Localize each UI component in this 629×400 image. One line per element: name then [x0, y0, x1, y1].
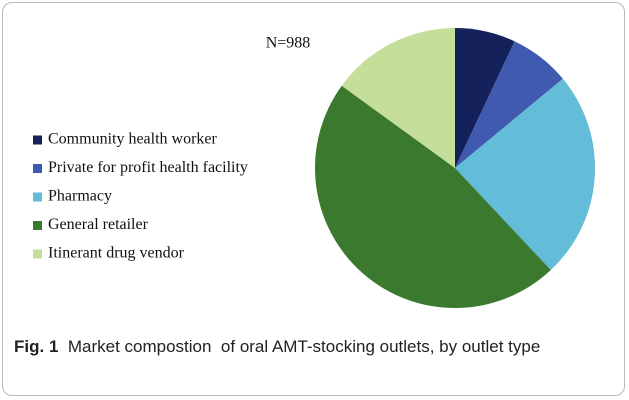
pie-slice [455, 41, 563, 168]
legend-swatch [33, 221, 42, 230]
pie-slice [341, 28, 455, 168]
legend-swatch [33, 249, 42, 259]
pie-slice [314, 85, 551, 309]
legend-swatch [33, 135, 42, 145]
pie-slice [455, 28, 515, 168]
legend-label: Pharmacy [48, 188, 112, 205]
chart: N=988 Community health worker Private for… [33, 28, 595, 309]
legend-label: Community health worker [48, 131, 218, 148]
caption: Fig. 1 Market compostion of oral AMT-sto… [14, 335, 574, 359]
legend-swatch [33, 192, 42, 202]
pie-slice [455, 78, 595, 271]
legend-label: Private for profit health facility [48, 159, 248, 176]
legend-swatch [33, 164, 42, 173]
chart-title: N=988 [266, 35, 311, 52]
legend-label: Itinerant drug vendor [48, 245, 185, 262]
caption-label: Fig. 1 [14, 337, 59, 356]
legend-label: General retailer [48, 216, 149, 233]
caption-text: Market compostion of oral AMT-stocking o… [67, 337, 541, 356]
